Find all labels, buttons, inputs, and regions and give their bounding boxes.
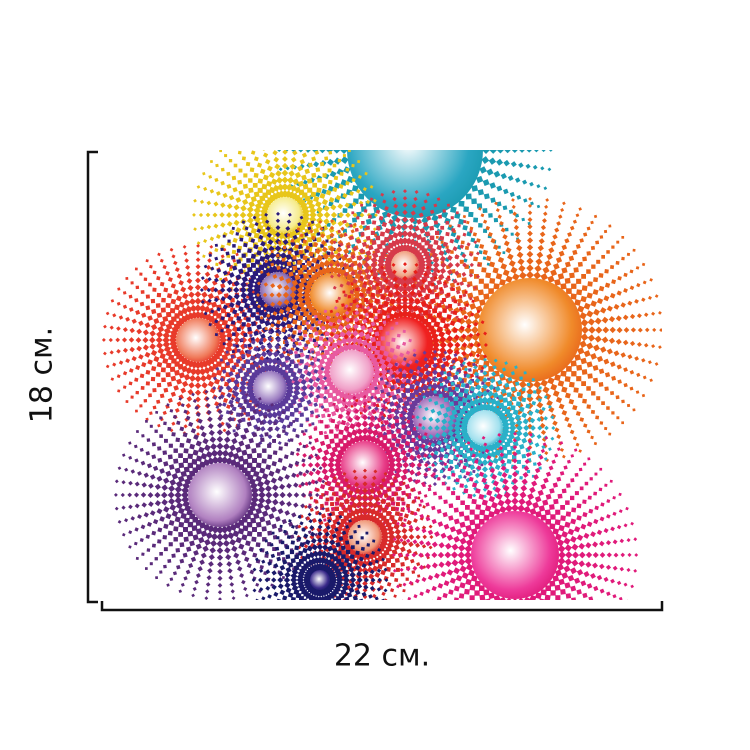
purple-burst-large-core — [188, 463, 252, 527]
height-bracket — [86, 150, 98, 604]
navy-burst — [251, 511, 389, 600]
purple-burst-large — [113, 388, 326, 600]
width-bracket — [100, 601, 664, 612]
cyan-burst-core — [467, 410, 503, 446]
width-dimension-label: 22 см. — [333, 638, 431, 674]
magenta-burst — [294, 394, 436, 536]
pink-burst-core — [330, 350, 374, 394]
coral-burst-core — [176, 318, 220, 362]
bursts-group — [102, 150, 662, 600]
orange-burst-large-core — [478, 278, 582, 382]
purple-burst-mid — [212, 330, 328, 446]
purple-burst-mid-core — [253, 371, 287, 405]
yellow-burst-core — [267, 197, 303, 233]
height-dimension-label: 18 см. — [24, 326, 60, 424]
teal-burst-core — [347, 150, 483, 218]
hotpink-burst-core — [471, 511, 559, 599]
salmon-burst-core — [348, 520, 382, 554]
magenta-burst-core — [341, 441, 389, 489]
navy-burst-core — [310, 570, 330, 590]
hotpink-burst — [391, 431, 639, 600]
